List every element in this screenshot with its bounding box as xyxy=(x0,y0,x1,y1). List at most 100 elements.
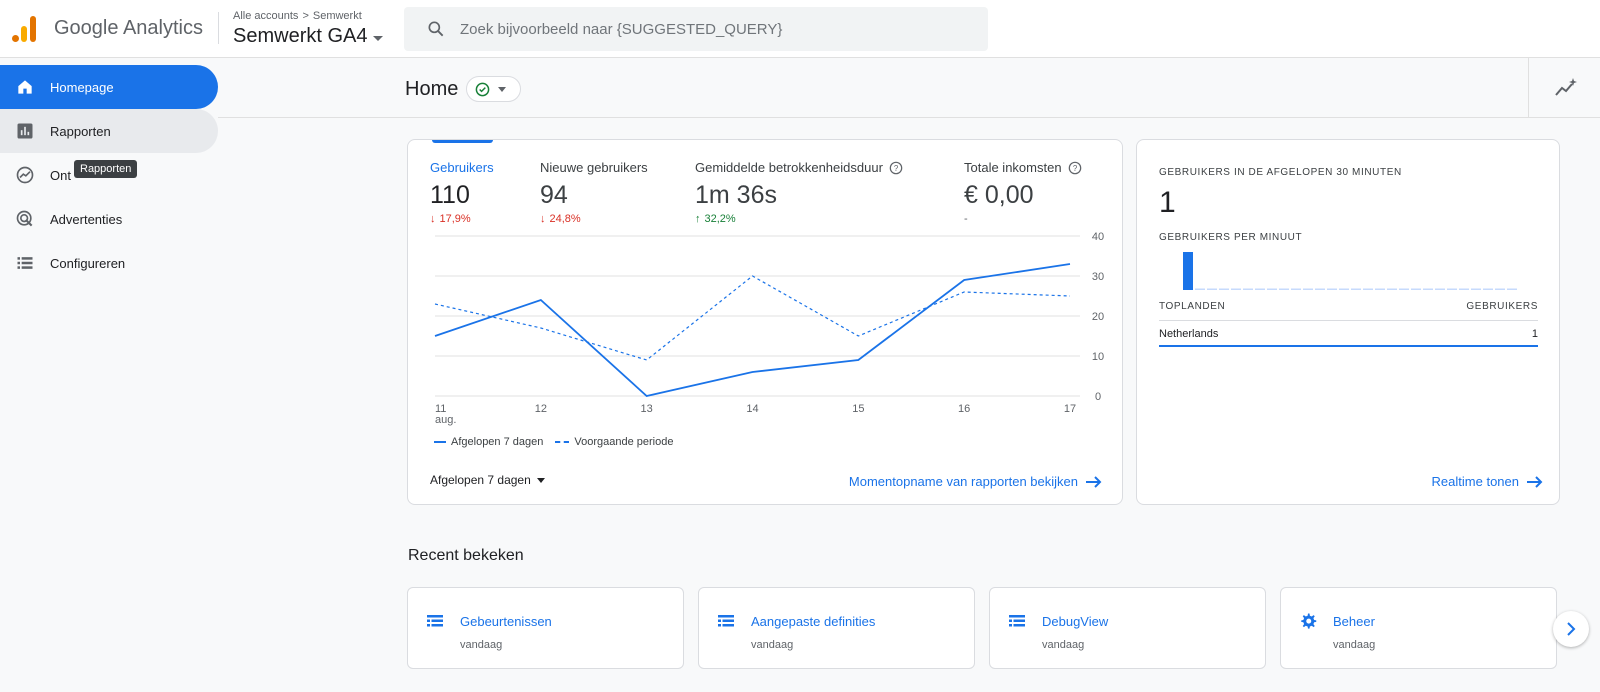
legend-dashed-swatch xyxy=(555,441,570,443)
sidebar-item-ontdekken[interactable]: Ont xyxy=(0,153,218,197)
help-icon[interactable]: ? xyxy=(1068,161,1082,175)
legend-solid-swatch xyxy=(434,441,446,443)
recent-item-aangepaste-definities[interactable]: Aangepaste definities vandaag xyxy=(698,587,975,669)
per-minute-bar xyxy=(1387,288,1397,290)
per-minute-bar xyxy=(1315,288,1325,290)
search-bar[interactable] xyxy=(404,7,988,51)
per-minute-bar xyxy=(1375,288,1385,290)
insights-icon xyxy=(1555,78,1577,96)
metric-totale-inkomsten[interactable]: Totale inkomsten? € 0,00 - xyxy=(964,160,1082,225)
legend-label: Afgelopen 7 dagen xyxy=(451,436,544,448)
breadcrumb-all-accounts[interactable]: Alle accounts xyxy=(233,10,299,22)
metric-betrokkenheidsduur[interactable]: Gemiddelde betrokkenheidsduur? 1m 36s ↑ 3… xyxy=(695,160,903,225)
country-cell: Netherlands xyxy=(1159,328,1219,340)
date-range-label: Afgelopen 7 dagen xyxy=(430,473,531,487)
chevron-right-icon: > xyxy=(302,10,309,22)
dropdown-arrow-icon xyxy=(536,477,545,483)
sidebar-item-label: Configureren xyxy=(50,255,126,271)
metric-change-value: 32,2% xyxy=(704,213,736,225)
metric-nieuwe-gebruikers[interactable]: Nieuwe gebruikers 94 ↓ 24,8% xyxy=(540,160,648,225)
column-header-users: GEBRUIKERS xyxy=(1466,301,1538,312)
table-icon xyxy=(718,615,734,627)
per-minute-bar xyxy=(1255,288,1265,290)
x-tick-label: 11 xyxy=(435,403,446,415)
metric-change: ↓ 17,9% xyxy=(430,213,494,225)
metric-change-value: 24,8% xyxy=(549,213,581,225)
svg-text:?: ? xyxy=(894,164,899,173)
per-minute-bar xyxy=(1411,288,1421,290)
next-page-button[interactable] xyxy=(1553,611,1589,647)
table-row[interactable]: Netherlands 1 xyxy=(1159,321,1538,347)
breadcrumb-account[interactable]: Semwerkt xyxy=(312,10,362,22)
x-tick-label: 15 xyxy=(852,403,864,415)
insights-button[interactable] xyxy=(1528,58,1600,118)
sidebar-item-configureren[interactable]: Configureren xyxy=(0,241,218,285)
page-title: Home xyxy=(405,78,459,100)
per-minute-bar xyxy=(1423,288,1433,290)
x-tick-label: 12 xyxy=(535,403,547,415)
date-range-dropdown[interactable]: Afgelopen 7 dagen xyxy=(430,473,545,487)
metric-change-value: 17,9% xyxy=(439,213,471,225)
metric-label-row: Gemiddelde betrokkenheidsduur? xyxy=(695,160,903,175)
sidebar-item-label: Homepage xyxy=(50,79,114,95)
explore-icon xyxy=(16,166,34,184)
y-tick-label: 20 xyxy=(1092,311,1104,323)
link-label: Momentopname van rapporten bekijken xyxy=(848,474,1078,489)
gear-icon xyxy=(1301,613,1317,629)
per-minute-bar xyxy=(1195,288,1205,290)
metric-gebruikers[interactable]: Gebruikers 110 ↓ 17,9% xyxy=(430,160,494,225)
per-minute-label: GEBRUIKERS PER MINUUT xyxy=(1159,232,1303,243)
sidebar-item-advertenties[interactable]: Advertenties xyxy=(0,197,218,241)
svg-text:?: ? xyxy=(1072,164,1077,173)
sidebar-item-homepage[interactable]: Homepage xyxy=(0,65,218,109)
per-minute-bar xyxy=(1207,288,1217,290)
y-tick-label: 0 xyxy=(1095,391,1101,403)
recent-item-date: vandaag xyxy=(1042,639,1085,651)
show-realtime-link[interactable]: Realtime tonen xyxy=(1432,474,1543,489)
y-tick-label: 30 xyxy=(1092,271,1104,283)
data-status-dropdown[interactable] xyxy=(466,76,521,102)
recent-item-date: vandaag xyxy=(460,639,503,651)
per-minute-bar xyxy=(1339,288,1349,290)
view-reports-snapshot-link[interactable]: Momentopname van rapporten bekijken xyxy=(849,474,1102,489)
analytics-logo-icon[interactable] xyxy=(12,16,38,42)
per-minute-bar xyxy=(1435,288,1445,290)
top-countries-table: TOPLANDEN GEBRUIKERS Netherlands 1 xyxy=(1159,301,1538,347)
realtime-user-count: 1 xyxy=(1159,186,1176,219)
recent-item-debugview[interactable]: DebugView vandaag xyxy=(989,587,1266,669)
metric-value: € 0,00 xyxy=(964,181,1034,209)
recently-viewed-title: Recent bekeken xyxy=(408,547,524,564)
arrow-up-icon: ↑ xyxy=(695,213,701,225)
property-name: Semwerkt GA4 xyxy=(233,25,368,47)
breadcrumb: Alle accounts > Semwerkt xyxy=(233,10,362,22)
recent-item-date: vandaag xyxy=(1333,639,1376,651)
link-label: Realtime tonen xyxy=(1431,474,1519,489)
help-icon[interactable]: ? xyxy=(889,161,903,175)
recent-item-gebeurtenissen[interactable]: Gebeurtenissen vandaag xyxy=(407,587,684,669)
recent-item-beheer[interactable]: Beheer vandaag xyxy=(1280,587,1557,669)
list-icon xyxy=(17,257,33,269)
search-input[interactable] xyxy=(460,20,960,38)
sidebar-item-label: Rapporten xyxy=(50,123,111,139)
arrow-down-icon: ↓ xyxy=(430,213,436,225)
sidebar-item-label: Advertenties xyxy=(50,211,123,227)
metric-value: 110 xyxy=(430,181,470,209)
page-header: Home xyxy=(218,58,1600,118)
dropdown-arrow-icon xyxy=(373,35,384,41)
per-minute-bar xyxy=(1243,288,1253,290)
property-selector[interactable]: Semwerkt GA4 xyxy=(233,25,384,48)
y-tick-label: 40 xyxy=(1092,231,1104,243)
per-minute-bar xyxy=(1291,288,1301,290)
per-minute-bar xyxy=(1219,288,1229,290)
chart-legend: Afgelopen 7 dagen Voorgaande periode xyxy=(434,436,673,448)
sidebar-item-rapporten[interactable]: Rapporten xyxy=(0,109,218,153)
recent-item-name: DebugView xyxy=(1042,614,1109,629)
metric-change: - xyxy=(964,213,1082,225)
series-line-previous xyxy=(434,275,1071,361)
users-per-minute-chart xyxy=(1183,252,1517,290)
per-minute-bar xyxy=(1495,288,1505,290)
realtime-title: GEBRUIKERS IN DE AFGELOPEN 30 MINUTEN xyxy=(1159,167,1402,178)
per-minute-bar xyxy=(1447,288,1457,290)
x-tick-label: 17 xyxy=(1064,403,1076,415)
per-minute-bar xyxy=(1303,288,1313,290)
